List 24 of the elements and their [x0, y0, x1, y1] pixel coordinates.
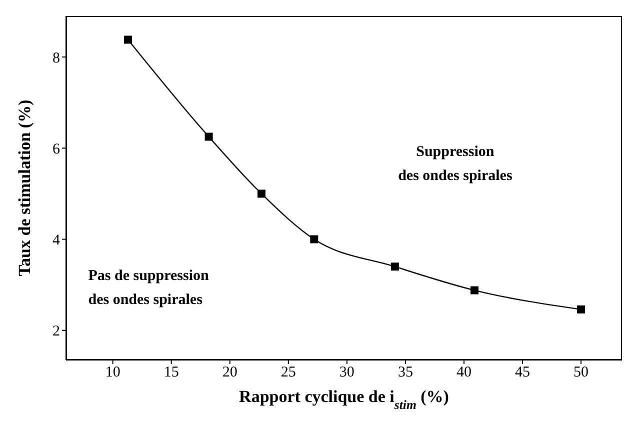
x-tick-label: 45 — [515, 364, 530, 381]
y-tick-label: 8 — [52, 50, 60, 66]
point — [470, 286, 479, 294]
y-tick-label: 6 — [52, 141, 60, 158]
point — [124, 36, 132, 44]
y-axis-title: Taux de stimulation (%) — [15, 100, 34, 276]
x-tick-label: 30 — [339, 364, 354, 381]
x-tick-label: 35 — [398, 364, 413, 381]
annotation: Suppression des ondes spirales — [398, 142, 512, 186]
y-tick-label: 2 — [52, 324, 60, 340]
point — [204, 132, 213, 141]
x-tick-label: 10 — [105, 364, 120, 381]
point — [390, 262, 399, 271]
annotation: Pas de suppression des ondes spirales — [88, 266, 209, 310]
x-axis-title: Rapport cyclique de i$_{stim}$ (%) — [239, 387, 449, 412]
point — [310, 235, 318, 244]
x-tick-label: 15 — [164, 364, 179, 381]
point — [577, 305, 586, 314]
x-tick-label: 25 — [280, 364, 296, 381]
x-tick-label: 40 — [456, 364, 472, 381]
point — [257, 190, 266, 198]
x-tick-label: 20 — [222, 364, 238, 381]
x-tick-label: 50 — [574, 364, 589, 381]
y-tick-label: 4 — [52, 232, 60, 249]
